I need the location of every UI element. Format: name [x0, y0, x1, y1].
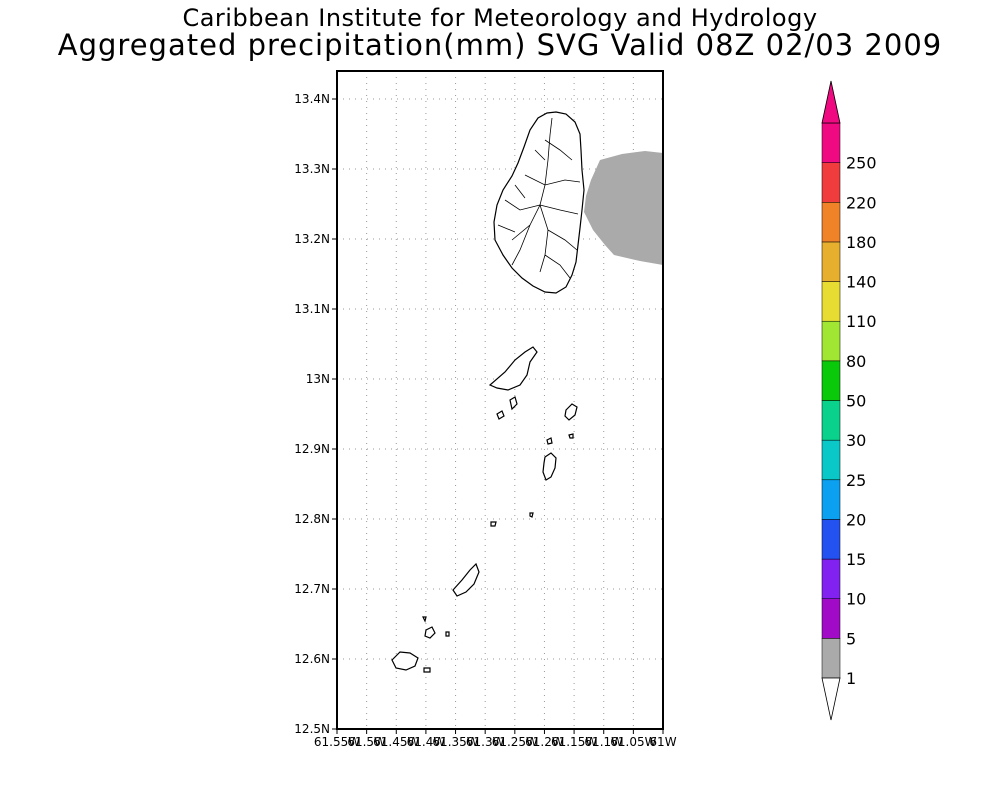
grenadines-islands: [391, 346, 578, 673]
lat-tick-label: 13.4N: [294, 92, 330, 106]
small-islet: [529, 512, 534, 518]
colorbar-swatch: [821, 519, 841, 560]
colorbar-label: 15: [846, 550, 866, 569]
canouan-island: [542, 452, 557, 481]
colorbar-swatch: [821, 598, 841, 639]
map-frame: [336, 70, 664, 730]
colorbar-swatch: [821, 360, 841, 401]
colorbar-label: 80: [846, 352, 866, 371]
product-title: Aggregated precipitation(mm) SVG Valid 0…: [57, 28, 943, 62]
colorbar-label: 1: [846, 669, 856, 688]
colorbar-swatch: [821, 638, 841, 679]
lon-tick-label: 61.5W: [347, 735, 386, 749]
colorbar-swatch: [821, 281, 841, 322]
small-islet: [496, 410, 505, 420]
colorbar-label: 180: [846, 233, 877, 252]
colorbar-label: 110: [846, 312, 877, 331]
colorbar-label: 250: [846, 154, 877, 173]
longitude-axis: 61.55W61.5W61.45W61.4W61.35W61.3W61.25W6…: [314, 729, 677, 749]
lat-tick-label: 12.8N: [294, 512, 330, 526]
small-islet: [490, 521, 497, 527]
carriacou-island: [391, 651, 419, 671]
latitude-axis: 13.4N 13.3N 13.2N 13.1N 13N 12.9N 12.8N 12.7N 12…: [294, 92, 337, 736]
colorbar-label: 30: [846, 431, 866, 450]
small-islet: [422, 616, 427, 623]
lon-tick-label: 61.1W: [584, 735, 623, 749]
colorbar-swatch: [821, 558, 841, 599]
lon-tick-label: 61.15W: [551, 735, 597, 749]
colorbar-lower-arrow: [821, 677, 841, 721]
lat-tick-label: 12.6N: [294, 652, 330, 666]
colorbar-swatch: [821, 439, 841, 481]
map-gridlines: [337, 71, 663, 729]
st-vincent-coastline: [493, 111, 585, 294]
bequia-island: [488, 346, 538, 391]
colorbar-upper-arrow: [821, 80, 841, 124]
lon-tick-label: 61.55W: [314, 735, 360, 749]
precipitation-area: [584, 151, 663, 265]
st-vincent-island: [493, 111, 585, 294]
lon-tick-label: 61W: [649, 735, 676, 749]
colorbar-label: 140: [846, 273, 877, 292]
union-island: [452, 562, 480, 597]
lon-tick-label: 61.35W: [432, 735, 478, 749]
colorbar-swatch: [821, 202, 841, 243]
lat-tick-label: 13.3N: [294, 162, 330, 176]
colorbar-swatch: [821, 122, 841, 163]
lon-tick-label: 61.25W: [492, 735, 538, 749]
lat-tick-label: 13N: [306, 372, 330, 386]
colorbar-label: 25: [846, 471, 866, 490]
st-vincent-watersheds: [497, 117, 581, 279]
small-islet: [445, 631, 450, 637]
lat-tick-label: 13.1N: [294, 302, 330, 316]
lat-tick-label: 12.7N: [294, 582, 330, 596]
colorbar-label: 50: [846, 392, 866, 411]
institute-title: Caribbean Institute for Meteorology and …: [182, 4, 818, 32]
colorbar-label: 5: [846, 629, 856, 648]
colorbar-swatch: [821, 162, 841, 203]
colorbar-label: 10: [846, 590, 866, 609]
lat-tick-label: 12.9N: [294, 442, 330, 456]
lon-tick-label: 61.3W: [466, 735, 505, 749]
small-islet: [546, 437, 553, 445]
lon-tick-label: 61.45W: [373, 735, 419, 749]
lat-tick-label: 12.5N: [294, 722, 330, 736]
lon-tick-label: 61.05W: [610, 735, 656, 749]
small-islet: [509, 396, 518, 411]
small-islet: [423, 667, 431, 673]
colorbar-swatch: [821, 400, 841, 441]
colorbar-swatch: [821, 320, 841, 362]
small-islet: [568, 433, 574, 439]
lon-tick-label: 61.4W: [407, 735, 446, 749]
colorbar-label: 20: [846, 510, 866, 529]
lon-tick-label: 61.2W: [525, 735, 564, 749]
mustique-island: [564, 403, 578, 421]
colorbar-swatch: [821, 479, 841, 520]
small-islet: [424, 626, 436, 639]
colorbar-label: 220: [846, 193, 877, 212]
lat-tick-label: 13.2N: [294, 232, 330, 246]
colorbar-swatch: [821, 241, 841, 282]
